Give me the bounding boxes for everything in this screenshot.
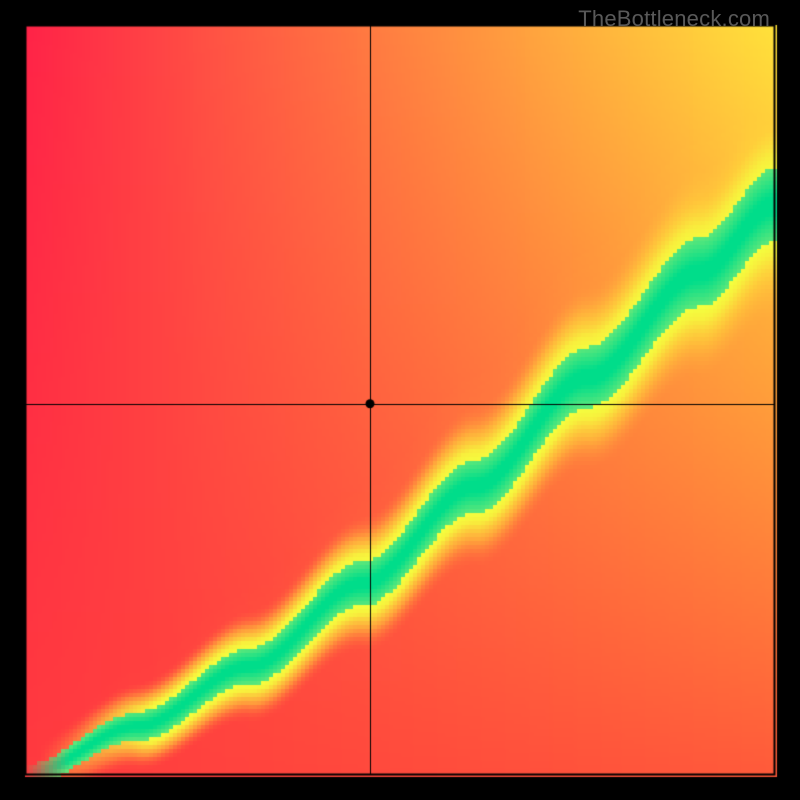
watermark-label: TheBottleneck.com	[578, 6, 770, 32]
chart-container: TheBottleneck.com	[0, 0, 800, 800]
heatmap-canvas	[0, 0, 800, 800]
